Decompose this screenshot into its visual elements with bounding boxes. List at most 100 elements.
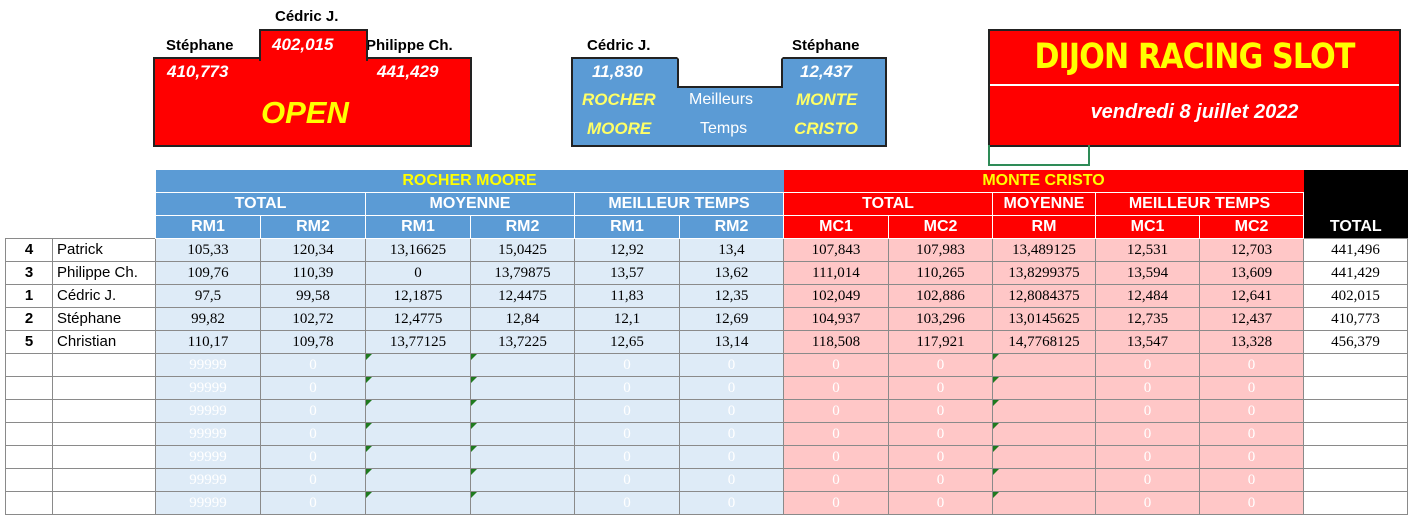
- empty-cell[interactable]: 0: [783, 491, 889, 515]
- empty-cell[interactable]: 0: [1199, 422, 1304, 446]
- value-cell[interactable]: 13,16625: [365, 238, 471, 262]
- empty-cell[interactable]: 0: [679, 491, 784, 515]
- empty-table-row[interactable]: 99999 0 0 0 0 0 0 0: [5, 491, 1408, 515]
- table-row[interactable]: 4 Patrick 105,33 120,34 13,16625 15,0425 12,92…: [5, 238, 1408, 262]
- empty-cell[interactable]: 0: [888, 491, 993, 515]
- empty-cell[interactable]: [1303, 445, 1408, 469]
- empty-cell[interactable]: 0: [574, 468, 680, 492]
- empty-cell[interactable]: 0: [260, 353, 366, 377]
- empty-cell[interactable]: 0: [888, 376, 993, 400]
- value-cell[interactable]: 107,983: [888, 238, 993, 262]
- empty-cell[interactable]: [52, 353, 156, 377]
- value-cell[interactable]: 12,35: [679, 284, 784, 308]
- empty-cell[interactable]: [1303, 353, 1408, 377]
- empty-cell[interactable]: [365, 468, 471, 492]
- value-cell[interactable]: 102,886: [888, 284, 993, 308]
- driver-name-cell[interactable]: Christian: [52, 330, 156, 354]
- value-cell[interactable]: 12,531: [1095, 238, 1200, 262]
- empty-table-row[interactable]: 99999 0 0 0 0 0 0 0: [5, 353, 1408, 377]
- value-cell[interactable]: 12,484: [1095, 284, 1200, 308]
- empty-cell[interactable]: 99999: [155, 468, 261, 492]
- value-cell[interactable]: 13,489125: [992, 238, 1096, 262]
- value-cell[interactable]: 109,76: [155, 261, 261, 285]
- empty-cell[interactable]: 0: [260, 376, 366, 400]
- empty-cell[interactable]: [5, 445, 53, 469]
- value-cell[interactable]: 109,78: [260, 330, 366, 354]
- rank-cell[interactable]: 4: [5, 238, 53, 262]
- value-cell[interactable]: 14,7768125: [992, 330, 1096, 354]
- empty-table-row[interactable]: 99999 0 0 0 0 0 0 0: [5, 422, 1408, 446]
- empty-cell[interactable]: [5, 376, 53, 400]
- empty-cell[interactable]: 0: [679, 353, 784, 377]
- empty-cell[interactable]: [992, 376, 1096, 400]
- empty-cell[interactable]: [1303, 399, 1408, 423]
- table-row[interactable]: 2 Stéphane 99,82 102,72 12,4775 12,84 12,1 12,6…: [5, 307, 1408, 331]
- value-cell[interactable]: 456,379: [1303, 330, 1408, 354]
- value-cell[interactable]: 102,72: [260, 307, 366, 331]
- empty-cell[interactable]: 0: [888, 399, 993, 423]
- empty-cell[interactable]: 0: [574, 399, 680, 423]
- empty-cell[interactable]: 0: [260, 468, 366, 492]
- empty-cell[interactable]: 0: [1095, 353, 1200, 377]
- empty-cell[interactable]: [470, 376, 575, 400]
- value-cell[interactable]: 111,014: [783, 261, 889, 285]
- empty-cell[interactable]: 99999: [155, 445, 261, 469]
- value-cell[interactable]: 441,429: [1303, 261, 1408, 285]
- empty-cell[interactable]: [992, 422, 1096, 446]
- empty-cell[interactable]: 0: [783, 468, 889, 492]
- value-cell[interactable]: 12,1: [574, 307, 680, 331]
- value-cell[interactable]: 410,773: [1303, 307, 1408, 331]
- value-cell[interactable]: 104,937: [783, 307, 889, 331]
- empty-cell[interactable]: [52, 445, 156, 469]
- driver-name-cell[interactable]: Cédric J.: [52, 284, 156, 308]
- empty-cell[interactable]: [470, 353, 575, 377]
- empty-cell[interactable]: 0: [1199, 376, 1304, 400]
- empty-cell[interactable]: 0: [679, 445, 784, 469]
- empty-cell[interactable]: [992, 353, 1096, 377]
- value-cell[interactable]: 12,84: [470, 307, 575, 331]
- empty-cell[interactable]: 0: [783, 422, 889, 446]
- empty-cell[interactable]: [52, 468, 156, 492]
- empty-cell[interactable]: [5, 468, 53, 492]
- empty-table-row[interactable]: 99999 0 0 0 0 0 0 0: [5, 468, 1408, 492]
- table-row[interactable]: 1 Cédric J. 97,5 99,58 12,1875 12,4475 11,83 12…: [5, 284, 1408, 308]
- empty-cell[interactable]: 0: [1095, 399, 1200, 423]
- value-cell[interactable]: 13,4: [679, 238, 784, 262]
- empty-cell[interactable]: 0: [679, 468, 784, 492]
- value-cell[interactable]: 99,58: [260, 284, 366, 308]
- empty-cell[interactable]: 99999: [155, 491, 261, 515]
- empty-cell[interactable]: 0: [888, 445, 993, 469]
- empty-cell[interactable]: [470, 445, 575, 469]
- empty-cell[interactable]: [470, 468, 575, 492]
- rank-cell[interactable]: 2: [5, 307, 53, 331]
- empty-cell[interactable]: 0: [1199, 491, 1304, 515]
- empty-cell[interactable]: 0: [679, 422, 784, 446]
- value-cell[interactable]: 117,921: [888, 330, 993, 354]
- value-cell[interactable]: 13,547: [1095, 330, 1200, 354]
- value-cell[interactable]: 11,83: [574, 284, 680, 308]
- value-cell[interactable]: 110,265: [888, 261, 993, 285]
- value-cell[interactable]: 12,703: [1199, 238, 1304, 262]
- empty-cell[interactable]: 0: [888, 422, 993, 446]
- empty-cell[interactable]: [52, 399, 156, 423]
- value-cell[interactable]: 118,508: [783, 330, 889, 354]
- empty-cell[interactable]: 0: [260, 445, 366, 469]
- value-cell[interactable]: 0: [365, 261, 471, 285]
- empty-cell[interactable]: 0: [679, 376, 784, 400]
- empty-cell[interactable]: 0: [1095, 445, 1200, 469]
- empty-cell[interactable]: 0: [783, 376, 889, 400]
- value-cell[interactable]: 13,0145625: [992, 307, 1096, 331]
- value-cell[interactable]: 13,77125: [365, 330, 471, 354]
- empty-cell[interactable]: [365, 399, 471, 423]
- empty-cell[interactable]: 0: [574, 491, 680, 515]
- empty-cell[interactable]: 99999: [155, 399, 261, 423]
- empty-cell[interactable]: [5, 399, 53, 423]
- value-cell[interactable]: 110,17: [155, 330, 261, 354]
- value-cell[interactable]: 13,609: [1199, 261, 1304, 285]
- empty-cell[interactable]: 0: [574, 422, 680, 446]
- empty-cell[interactable]: [365, 491, 471, 515]
- value-cell[interactable]: 13,79875: [470, 261, 575, 285]
- value-cell[interactable]: 12,735: [1095, 307, 1200, 331]
- value-cell[interactable]: 12,4475: [470, 284, 575, 308]
- value-cell[interactable]: 13,62: [679, 261, 784, 285]
